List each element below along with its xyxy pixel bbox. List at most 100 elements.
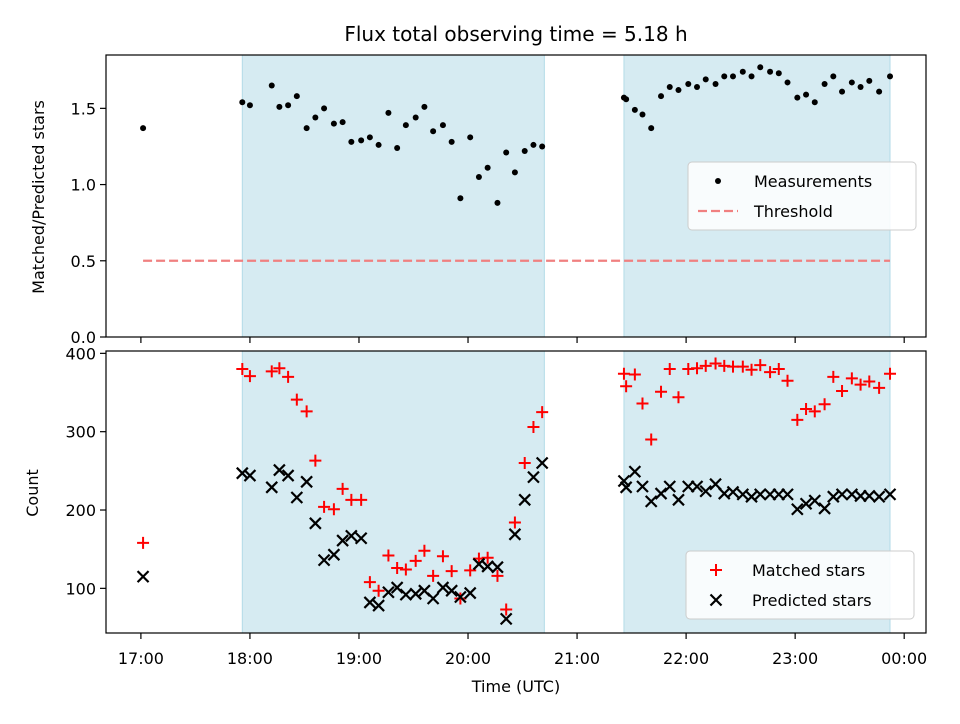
matched-star-point <box>363 576 376 589</box>
measurement-point <box>503 149 510 156</box>
matched-star-point <box>745 363 758 376</box>
y-tick-label: 1.0 <box>71 176 96 195</box>
matched-star-point <box>620 380 633 393</box>
matched-star-point <box>418 544 431 557</box>
predicted-star-point <box>327 548 341 561</box>
measurement-point <box>330 120 337 127</box>
matched-star-point <box>327 503 340 516</box>
measurement-point <box>421 103 428 110</box>
predicted-star-point <box>527 470 540 484</box>
legend-label: Matched stars <box>752 561 865 580</box>
measurement-point <box>739 68 746 75</box>
measurement-point <box>685 80 692 87</box>
predicted-star-point <box>628 465 642 478</box>
chart-title: Flux total observing time = 5.18 h <box>344 22 687 46</box>
predicted-star-point <box>382 585 395 599</box>
predicted-star-point <box>690 480 704 493</box>
matched-star-point <box>655 385 668 398</box>
measurement-point <box>767 68 774 75</box>
matched-star-point <box>617 367 630 380</box>
measurement-point <box>848 79 855 86</box>
plot-frame <box>105 54 927 338</box>
measurement-point <box>866 77 873 84</box>
predicted-star-point <box>363 596 377 609</box>
matched-star-point <box>536 406 549 419</box>
x-tick-label: 18:00 <box>227 649 273 668</box>
star-count-panel: 100 200 300 400 Matched stars Predicted stars <box>65 344 927 634</box>
predicted-star-point <box>672 493 685 507</box>
measurement-point <box>348 138 355 145</box>
predicted-star-point <box>791 502 804 516</box>
predicted-star-point <box>736 488 750 501</box>
matched-star-point <box>409 554 422 567</box>
matched-star-point <box>355 493 368 506</box>
matched-star-point <box>290 393 303 406</box>
legend-marker-predicted <box>709 593 723 607</box>
predicted-star-point <box>300 475 313 489</box>
predicted-star-point <box>409 587 422 601</box>
measurement-point <box>375 141 382 148</box>
measurement-point <box>293 93 300 100</box>
matched-star-point <box>873 381 886 394</box>
measurement-point <box>775 70 782 77</box>
measurement-point <box>857 84 864 91</box>
measurement-point <box>366 134 373 141</box>
measurement-point <box>784 79 791 86</box>
matched-star-point <box>764 366 777 379</box>
measurement-point <box>876 88 883 95</box>
measurement-point <box>675 87 682 94</box>
matched-star-point <box>265 365 278 378</box>
matched-star-point <box>318 500 331 513</box>
matched-star-point <box>236 363 249 376</box>
predicted-star-point <box>445 584 458 597</box>
legend-marker-matched <box>710 564 722 576</box>
plot-frame <box>105 350 927 634</box>
measurement-point <box>748 73 755 80</box>
matched-star-point <box>736 360 749 373</box>
measurement-point <box>803 91 810 98</box>
measurement-point <box>439 122 446 129</box>
legend-label: Measurements <box>754 172 872 191</box>
measurement-point <box>729 73 736 80</box>
predicted-star-point <box>818 502 831 515</box>
matched-star-point <box>454 592 467 605</box>
legend-label: Predicted stars <box>752 591 872 610</box>
matched-star-point <box>309 454 322 467</box>
shaded-interval-1 <box>241 54 545 338</box>
matched-star-point <box>800 402 813 415</box>
measurement-point <box>457 195 464 202</box>
matched-star-point <box>137 536 150 549</box>
matched-star-point <box>691 362 704 375</box>
matched-star-point <box>854 378 867 391</box>
matched-star-point <box>372 584 385 597</box>
measurement-point <box>321 105 328 112</box>
predicted-star-point <box>454 590 467 604</box>
flux-ratio-panel: 0.0 0.5 1.0 1.5 Measurements Threshold <box>71 54 927 347</box>
predicted-star-point <box>499 612 513 626</box>
measurement-point <box>648 125 655 132</box>
predicted-star-point <box>636 480 649 493</box>
measurement-point <box>394 144 401 151</box>
predicted-star-point <box>436 581 450 594</box>
measurement-point <box>721 73 728 80</box>
predicted-star-point <box>518 493 532 507</box>
matched-star-point <box>336 482 349 495</box>
matched-star-point <box>645 433 658 446</box>
measurement-point <box>494 199 501 206</box>
y-tick-label: 0.0 <box>71 328 96 347</box>
matched-star-point <box>884 367 897 380</box>
predicted-star-point <box>799 497 813 511</box>
matched-star-point <box>508 516 521 529</box>
measurement-point <box>530 141 537 148</box>
predicted-star-point <box>745 490 758 503</box>
measurement-point <box>794 94 801 101</box>
measurement-point <box>285 102 292 109</box>
x-tick-label: 19:00 <box>336 649 382 668</box>
predicted-star-point <box>883 488 897 501</box>
matched-star-point <box>399 563 412 576</box>
predicted-star-point <box>136 570 150 583</box>
measurement-point <box>658 93 665 100</box>
predicted-star-point <box>619 481 633 494</box>
predicted-star-point <box>827 490 840 503</box>
measurement-point <box>623 96 630 103</box>
